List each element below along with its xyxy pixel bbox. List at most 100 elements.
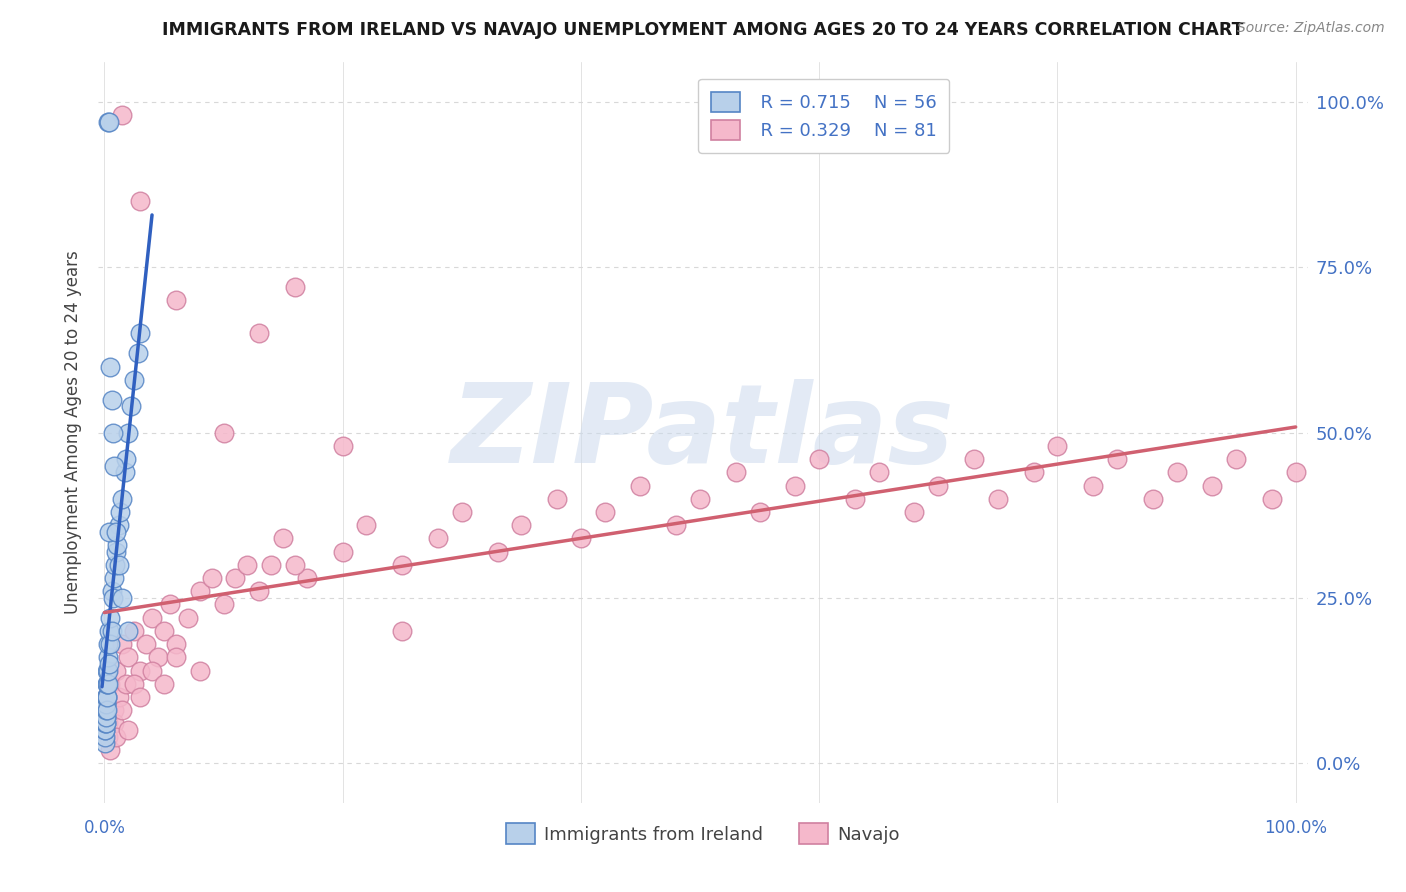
Point	[1022, 465, 1045, 479]
Point	[844, 491, 866, 506]
Y-axis label: Unemployment Among Ages 20 to 24 years: Unemployment Among Ages 20 to 24 years	[65, 251, 83, 615]
Point	[153, 624, 176, 638]
Text: 0.0%: 0.0%	[83, 820, 125, 838]
Point	[546, 491, 568, 506]
Point	[94, 710, 117, 724]
Point	[1225, 452, 1247, 467]
Point	[332, 439, 354, 453]
Point	[1081, 478, 1104, 492]
Point	[247, 326, 270, 341]
Point	[963, 452, 986, 467]
Point	[141, 611, 163, 625]
Point	[94, 723, 117, 737]
Point	[114, 452, 136, 467]
Point	[105, 730, 128, 744]
Point	[103, 571, 125, 585]
Point	[111, 591, 134, 605]
Point	[97, 650, 120, 665]
Point	[98, 624, 121, 638]
Point	[96, 677, 118, 691]
Point	[153, 677, 176, 691]
Point	[114, 465, 136, 479]
Point	[94, 723, 117, 737]
Point	[96, 697, 118, 711]
Point	[200, 571, 222, 585]
Point	[96, 690, 118, 704]
Point	[111, 637, 134, 651]
Point	[97, 115, 120, 129]
Point	[105, 544, 128, 558]
Point	[100, 624, 122, 638]
Point	[94, 716, 117, 731]
Point	[122, 373, 145, 387]
Point	[97, 677, 120, 691]
Point	[96, 690, 118, 704]
Point	[224, 571, 246, 585]
Point	[94, 703, 117, 717]
Point	[94, 730, 117, 744]
Point	[97, 115, 120, 129]
Point	[96, 703, 118, 717]
Point	[987, 491, 1010, 506]
Text: ZIPatlas: ZIPatlas	[451, 379, 955, 486]
Point	[117, 425, 139, 440]
Legend: Immigrants from Ireland, Navajo: Immigrants from Ireland, Navajo	[494, 811, 912, 856]
Text: Source: ZipAtlas.com: Source: ZipAtlas.com	[1237, 21, 1385, 36]
Point	[129, 690, 152, 704]
Point	[117, 650, 139, 665]
Point	[111, 108, 134, 122]
Point	[1285, 465, 1308, 479]
Point	[100, 392, 122, 407]
Point	[689, 491, 711, 506]
Point	[260, 558, 283, 572]
Point	[135, 637, 157, 651]
Point	[426, 532, 449, 546]
Point	[117, 624, 139, 638]
Point	[129, 664, 152, 678]
Point	[96, 690, 118, 704]
Point	[569, 532, 592, 546]
Point	[101, 591, 124, 605]
Point	[97, 730, 120, 744]
Point	[122, 624, 145, 638]
Point	[107, 518, 129, 533]
Point	[98, 359, 121, 374]
Point	[284, 280, 307, 294]
Point	[630, 478, 652, 492]
Point	[165, 293, 187, 308]
Point	[120, 399, 142, 413]
Point	[98, 657, 121, 671]
Point	[332, 544, 354, 558]
Point	[94, 710, 117, 724]
Point	[868, 465, 890, 479]
Point	[107, 538, 129, 552]
Point	[1105, 452, 1128, 467]
Point	[247, 584, 270, 599]
Point	[103, 703, 125, 717]
Point	[808, 452, 831, 467]
Point	[391, 624, 413, 638]
Point	[96, 664, 118, 678]
Point	[177, 611, 200, 625]
Point	[98, 677, 121, 691]
Point	[165, 650, 187, 665]
Point	[1201, 478, 1223, 492]
Point	[94, 716, 117, 731]
Point	[1166, 465, 1188, 479]
Point	[356, 518, 378, 533]
Point	[94, 736, 117, 750]
Point	[188, 664, 211, 678]
Point	[141, 664, 163, 678]
Point	[129, 326, 152, 341]
Point	[927, 478, 949, 492]
Point	[98, 637, 121, 651]
Point	[665, 518, 688, 533]
Point	[450, 505, 472, 519]
Point	[122, 677, 145, 691]
Point	[212, 425, 235, 440]
Point	[593, 505, 616, 519]
Point	[391, 558, 413, 572]
Point	[97, 716, 120, 731]
Point	[114, 677, 136, 691]
Point	[98, 611, 121, 625]
